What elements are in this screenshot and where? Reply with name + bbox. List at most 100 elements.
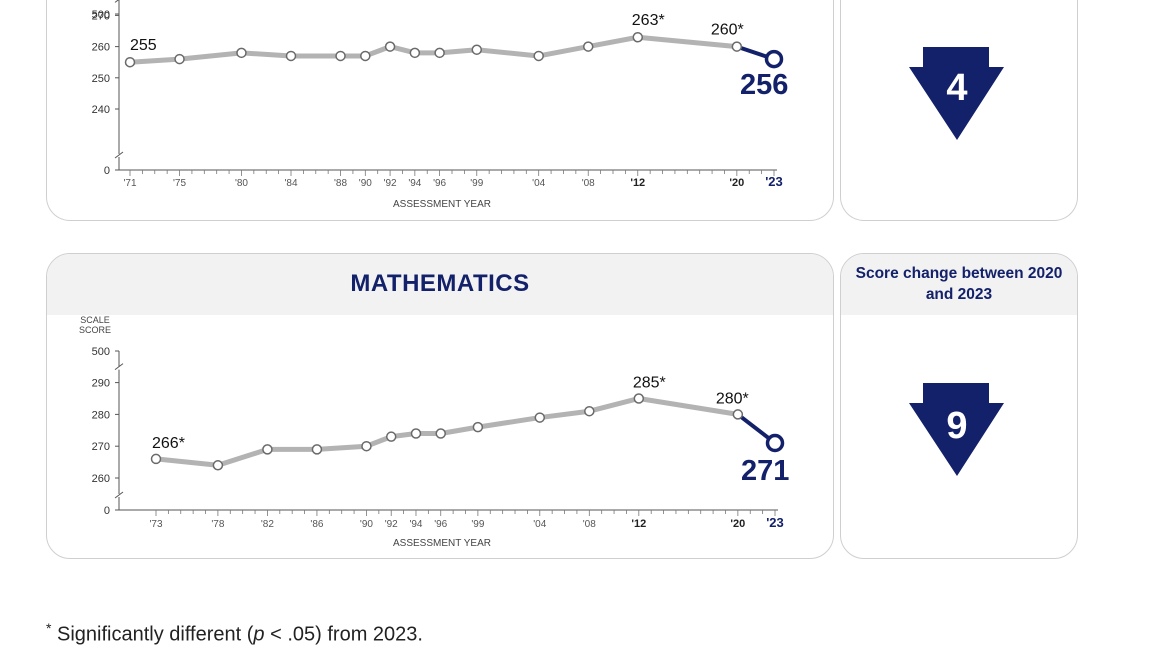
x-tick-label: '96 — [433, 178, 446, 189]
reading-score-change-panel: 4 — [840, 0, 1078, 221]
data-point — [410, 428, 422, 439]
mathematics-title: MATHEMATICS — [350, 270, 530, 297]
data-point — [385, 431, 397, 442]
footnote-star: * — [46, 620, 52, 636]
x-tick-label: '23 — [766, 515, 784, 530]
x-tick-label: '82 — [261, 519, 274, 530]
data-point — [361, 440, 372, 452]
x-tick-label: '12 — [630, 177, 645, 189]
x-tick-label: '20 — [729, 177, 744, 189]
y-tick-label: 240 — [92, 104, 110, 116]
data-point — [384, 41, 396, 52]
data-label: 271 — [741, 455, 789, 487]
y-axis-break-mark — [114, 363, 124, 370]
x-tick-label: '99 — [470, 178, 483, 189]
y-tick-label: 0 — [104, 165, 110, 177]
x-tick-label: '71 — [123, 178, 136, 189]
data-point — [212, 460, 224, 471]
data-label: 260* — [711, 22, 744, 39]
data-point — [360, 50, 371, 62]
y-tick-label: 500 — [92, 346, 110, 358]
data-point — [633, 393, 645, 404]
data-point — [764, 49, 784, 69]
footnote-text-start: Significantly different ( — [57, 623, 254, 646]
data-label: 256 — [740, 69, 788, 101]
series-line — [129, 34, 738, 65]
data-point — [533, 50, 544, 62]
x-tick-label: '92 — [385, 519, 398, 530]
x-tick-label: '20 — [730, 518, 745, 530]
reading-change-value: 4 — [946, 67, 967, 109]
mathematics-change-value: 9 — [946, 405, 967, 447]
data-point — [472, 421, 484, 433]
data-point — [632, 31, 644, 43]
data-point — [534, 412, 546, 423]
reading-change-arrow: 4 — [909, 47, 1004, 140]
y-axis-label: SCALE — [80, 315, 110, 325]
series-line — [155, 396, 739, 468]
y-axis-label: SCORE — [79, 325, 111, 335]
y-tick-label: 260 — [92, 42, 110, 54]
x-tick-label: '75 — [173, 178, 186, 189]
footnote-p: p — [253, 623, 265, 646]
data-point — [582, 41, 594, 52]
data-point — [311, 444, 323, 455]
data-label: 266* — [152, 435, 185, 452]
y-tick-label: 270 — [92, 10, 110, 22]
x-tick-label: '92 — [384, 178, 397, 189]
footnote-text-end: < .05) from 2023. — [264, 623, 423, 646]
y-tick-label: 290 — [92, 378, 110, 390]
x-tick-label: '90 — [359, 178, 372, 189]
data-point — [732, 409, 744, 420]
data-point — [335, 50, 346, 62]
mathematics-chart-panel: MATHEMATICS SCALE SCORE 500 0 260 270 280 290 '7… — [46, 253, 834, 559]
y-tick-label: 0 — [104, 505, 110, 517]
y-tick-label: 500 — [92, 9, 110, 21]
mathematics-change-arrow: 9 — [909, 383, 1004, 476]
x-tick-label: '99 — [471, 519, 484, 530]
x-tick-label: '88 — [334, 178, 347, 189]
data-label: 263* — [632, 12, 665, 29]
data-point — [434, 47, 445, 59]
data-point — [435, 428, 446, 439]
data-label: 255 — [130, 37, 157, 54]
x-tick-label: '73 — [149, 519, 162, 530]
reading-trend-chart: SCALESCORE5000240250260270'71'75'80'84'8… — [92, 0, 788, 210]
data-label: 285* — [633, 375, 666, 392]
score-change-header: Score change between 2020 and 2023 — [841, 254, 1077, 315]
x-axis-label: ASSESSMENT YEAR — [393, 538, 491, 549]
y-tick-label: 250 — [92, 73, 110, 85]
mathematics-score-change-panel: Score change between 2020 and 2023 9 — [840, 253, 1078, 559]
y-axis-break-mark — [114, 491, 124, 499]
x-tick-label: '23 — [765, 174, 783, 189]
x-tick-label: '78 — [211, 519, 224, 530]
data-point — [124, 56, 136, 68]
x-tick-label: '90 — [360, 519, 373, 530]
y-tick-label: 270 — [92, 441, 110, 453]
down-arrow-icon — [909, 47, 1004, 140]
reading-chart-panel: SCALESCORE5000240250260270'71'75'80'84'8… — [46, 0, 834, 221]
data-point — [236, 47, 247, 59]
mathematics-header: MATHEMATICS — [47, 254, 833, 315]
x-axis-label: ASSESSMENT YEAR — [393, 199, 491, 210]
data-point — [765, 433, 785, 453]
x-tick-label: '04 — [532, 178, 545, 189]
y-tick-label: 260 — [92, 473, 110, 485]
data-point — [731, 41, 743, 52]
y-axis-break-mark — [114, 0, 120, 3]
data-point — [409, 47, 421, 59]
y-tick-label: 280 — [92, 409, 110, 421]
data-point — [584, 405, 595, 417]
data-point — [285, 50, 297, 62]
x-tick-label: '94 — [409, 519, 422, 530]
data-point — [262, 444, 273, 455]
x-tick-label: '08 — [582, 178, 595, 189]
score-change-title: Score change between 2020 and 2023 — [855, 265, 1063, 303]
x-tick-label: '04 — [533, 519, 546, 530]
x-tick-label: '86 — [310, 519, 323, 530]
data-label: 280* — [716, 390, 749, 407]
x-tick-label: '94 — [408, 178, 421, 189]
data-point — [150, 453, 162, 465]
data-point — [174, 53, 185, 65]
